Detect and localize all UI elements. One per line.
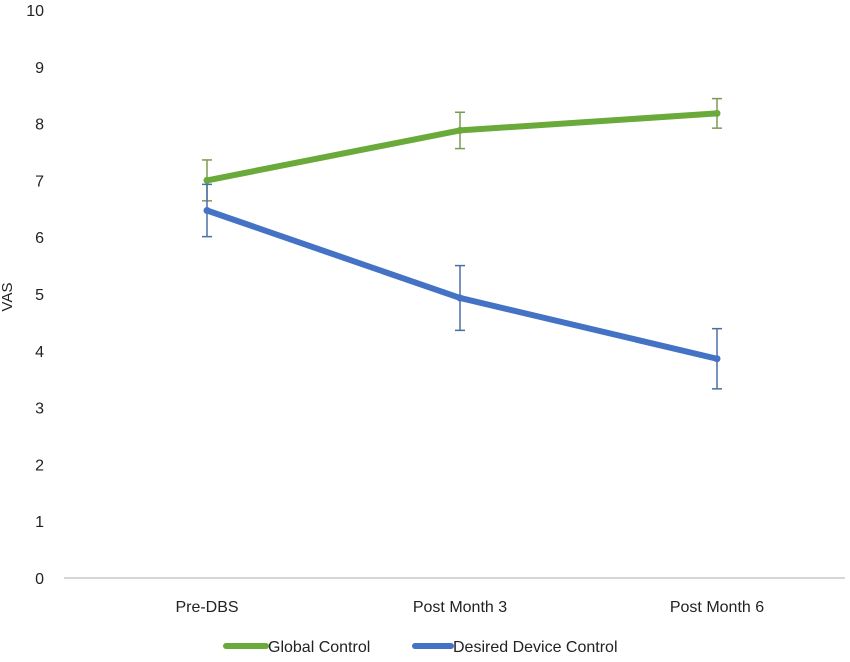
data-point: [456, 126, 464, 134]
y-tick-label: 8: [35, 117, 44, 134]
legend-label: Global Control: [268, 639, 370, 656]
series-layer: [202, 97, 722, 390]
data-point: [203, 207, 211, 215]
y-tick-label: 1: [35, 514, 44, 531]
y-tick-label: 5: [35, 287, 44, 304]
y-tick-label: 4: [35, 344, 44, 361]
x-tick-label: Post Month 3: [413, 599, 507, 616]
data-point: [456, 294, 464, 302]
series-line: [204, 110, 720, 184]
legend: Global Control Desired Device Control: [223, 639, 618, 656]
series-group: [202, 183, 722, 390]
data-point: [713, 355, 721, 363]
y-tick-label: 7: [35, 173, 44, 190]
y-tick-label: 0: [35, 571, 44, 588]
y-axis-title: VAS: [0, 283, 16, 312]
legend-label: Desired Device Control: [453, 639, 618, 656]
y-tick-label: 3: [35, 401, 44, 418]
series-group: [202, 97, 722, 202]
y-axis-ticks: 0 1 2 3 4 5 6 7 8 9 10: [26, 3, 44, 588]
series-line: [204, 207, 720, 362]
x-tick-label: Pre-DBS: [175, 599, 238, 616]
x-axis-ticks: Pre-DBS Post Month 3 Post Month 6: [175, 599, 764, 616]
y-tick-label: 6: [35, 230, 44, 247]
y-tick-label: 2: [35, 457, 44, 474]
data-point: [713, 109, 721, 117]
data-point: [203, 176, 211, 184]
y-tick-label: 9: [35, 60, 44, 77]
x-tick-label: Post Month 6: [670, 599, 764, 616]
y-tick-label: 10: [26, 3, 44, 20]
